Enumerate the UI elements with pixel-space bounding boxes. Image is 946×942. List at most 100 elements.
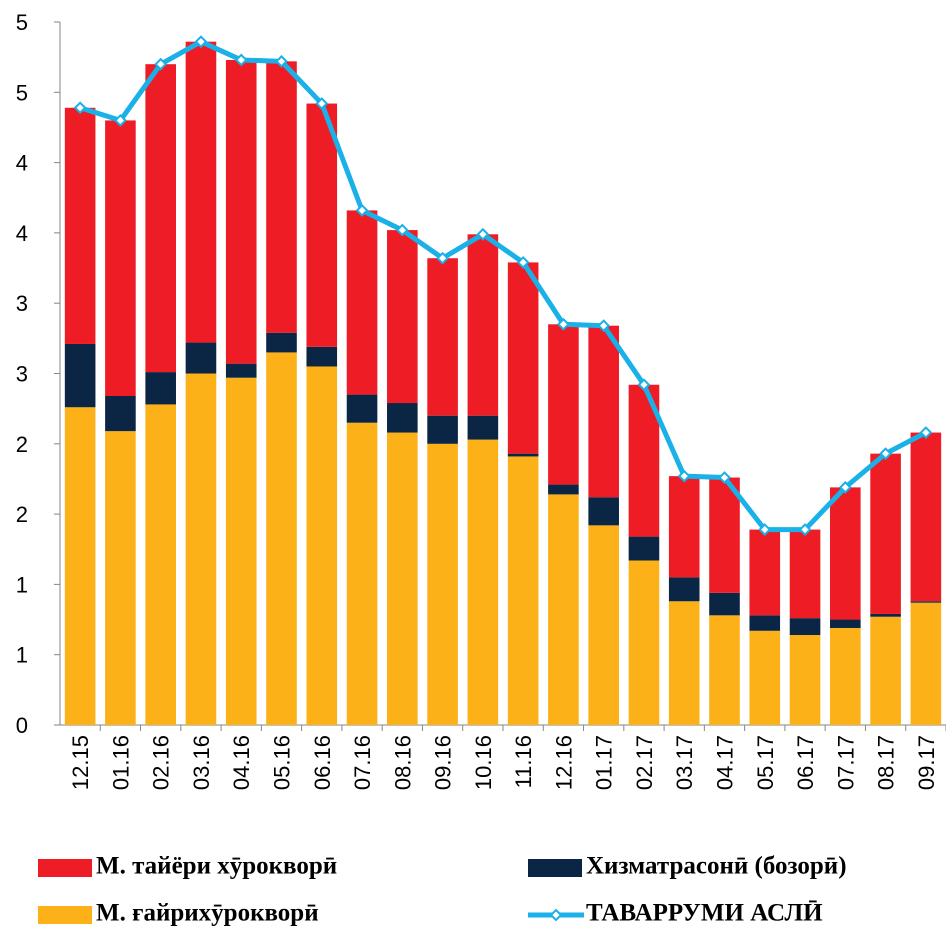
y-tick-label: 3 xyxy=(16,362,28,387)
line-marker xyxy=(315,97,329,110)
x-tick-label: 05.17 xyxy=(753,735,778,790)
y-tick-label: 0 xyxy=(16,713,28,738)
bar-segment xyxy=(427,258,458,416)
bar-segment xyxy=(870,613,901,617)
line-marker xyxy=(798,523,812,536)
y-tick-label: 1 xyxy=(16,643,28,668)
bar-segment xyxy=(830,487,861,620)
bar-segment xyxy=(548,324,579,485)
line-series xyxy=(79,39,928,533)
bar-segment xyxy=(266,332,297,353)
bar-segment xyxy=(105,120,136,396)
x-tick-label: 06.16 xyxy=(310,735,335,790)
bar-segment xyxy=(306,103,338,347)
x-tick-label: 07.17 xyxy=(833,735,858,790)
y-tick-label: 3 xyxy=(16,291,28,316)
bar-segment xyxy=(185,41,217,343)
bar-segment xyxy=(225,377,257,725)
bar-segment xyxy=(346,210,378,395)
bar-segment xyxy=(346,422,378,725)
bar-segment xyxy=(910,602,942,725)
bar-segment xyxy=(507,453,539,457)
bar-segment xyxy=(789,529,821,619)
bar-segment xyxy=(185,342,217,374)
bar-segment xyxy=(145,372,176,405)
x-tick-label: 10.16 xyxy=(471,735,496,790)
line-marker xyxy=(113,114,127,127)
bar-segment xyxy=(830,619,861,628)
bar-segment xyxy=(749,615,781,631)
bar-segment xyxy=(668,476,700,578)
bar-segment xyxy=(387,432,418,725)
bar-segment xyxy=(266,352,297,725)
x-tick-label: 01.16 xyxy=(108,735,133,790)
bar-segment xyxy=(668,577,700,602)
line-marker xyxy=(234,53,248,67)
line-marker xyxy=(154,57,168,71)
x-tick-label: 12.15 xyxy=(68,735,93,790)
y-tick-label: 4 xyxy=(16,151,28,176)
bar-segment xyxy=(185,373,217,725)
legend-label: ТАВАРРУМИ АСЛӢ xyxy=(586,900,823,927)
bar-segment xyxy=(105,395,136,432)
bar-segment xyxy=(346,394,378,423)
y-tick-label: 5 xyxy=(16,10,28,35)
legend-label: М. тайёри хӯрокворӣ xyxy=(96,853,337,880)
x-tick-label: 04.17 xyxy=(713,735,738,790)
bar-segment xyxy=(467,415,499,440)
line-marker xyxy=(677,469,691,483)
line-marker xyxy=(436,251,450,265)
bar-segment xyxy=(709,592,740,616)
bar-segment xyxy=(105,431,136,725)
x-tick-label: 02.16 xyxy=(149,735,174,790)
bar-segment xyxy=(387,230,418,404)
line-marker xyxy=(879,447,893,461)
bar-segment xyxy=(870,453,901,614)
bar-segment xyxy=(507,262,539,454)
bar-segment xyxy=(306,366,338,725)
line-marker xyxy=(838,480,852,494)
bar-segment xyxy=(668,601,700,725)
line-marker xyxy=(476,227,490,241)
x-tick-label: 08.17 xyxy=(874,735,899,790)
bar-segment xyxy=(467,439,499,725)
bar-segment xyxy=(830,627,861,725)
line-marker xyxy=(919,426,933,439)
bar-segment xyxy=(588,325,619,498)
bar-segment xyxy=(789,635,821,725)
line-marker xyxy=(556,317,570,331)
bar-segment xyxy=(548,484,579,495)
bar-segment xyxy=(588,497,619,526)
bar-segment xyxy=(64,407,96,725)
bar-segment xyxy=(145,404,176,725)
bar-segment xyxy=(709,615,740,725)
line-marker xyxy=(637,378,651,392)
x-tick-label: 01.17 xyxy=(592,735,617,790)
x-tick-label: 09.17 xyxy=(914,735,939,790)
line-marker xyxy=(355,203,369,217)
x-tick-label: 03.17 xyxy=(672,735,697,790)
line-marker xyxy=(718,471,731,484)
bar-segment xyxy=(749,529,781,616)
legend-swatch xyxy=(38,906,92,924)
line-marker xyxy=(597,319,611,333)
x-tick-label: 05.16 xyxy=(270,735,295,790)
bar-segment xyxy=(467,234,499,416)
line-marker xyxy=(194,35,208,49)
bar-segment xyxy=(628,560,660,725)
bar-segment xyxy=(870,616,901,725)
bar-segment xyxy=(64,343,96,408)
bar-segment xyxy=(749,630,781,725)
y-tick-label: 2 xyxy=(16,502,28,527)
line-marker xyxy=(395,223,409,237)
bar-segment xyxy=(507,456,539,725)
legend-marker xyxy=(549,908,563,922)
bar-segment xyxy=(910,432,942,602)
bar-segment xyxy=(427,415,458,444)
bar-segment xyxy=(548,494,579,725)
legend-label: Хизматрасонӣ (бозорӣ) xyxy=(586,853,847,880)
legend-swatch xyxy=(528,859,582,877)
bar-segment xyxy=(266,61,297,333)
y-tick-label: 5 xyxy=(16,80,28,105)
